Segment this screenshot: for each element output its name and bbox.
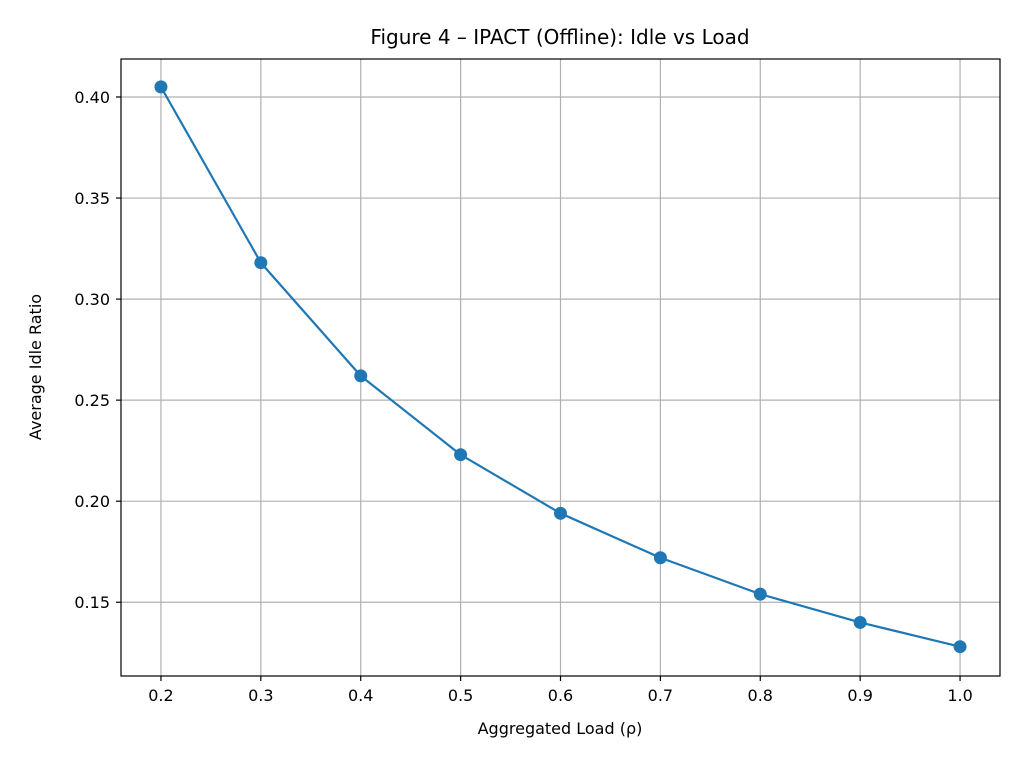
data-point [354,369,368,383]
x-tick-label: 1.0 [947,686,972,705]
x-tick-label: 0.2 [148,686,173,705]
x-tick-label: 0.3 [248,686,273,705]
x-axis-label: Aggregated Load (ρ) [478,719,643,738]
data-point [853,615,867,629]
x-tick-label: 0.8 [748,686,773,705]
series-layer [154,80,967,654]
y-tick-label: 0.20 [74,492,110,511]
y-axis-ticks: 0.15 0.20 0.25 0.30 0.35 0.40 [74,88,121,612]
x-tick-label: 0.7 [648,686,673,705]
data-point [953,640,967,654]
chart-title: Figure 4 – IPACT (Offline): Idle vs Load [370,25,749,49]
x-tick-label: 0.4 [348,686,373,705]
data-point [254,256,268,270]
data-point [554,506,567,520]
data-point [154,80,168,94]
x-tick-label: 0.9 [847,686,872,705]
y-tick-label: 0.15 [74,593,110,612]
data-point [653,551,667,565]
x-tick-label: 0.6 [548,686,573,705]
x-tick-label: 0.5 [448,686,473,705]
x-axis-ticks: 0.2 0.3 0.4 0.5 0.6 0.7 0.8 0.9 1.0 [148,676,973,705]
y-tick-label: 0.40 [74,88,110,107]
y-axis-label: Average Idle Ratio [26,294,45,440]
data-point [454,448,468,462]
y-tick-label: 0.25 [74,391,110,410]
grid-lines [121,59,1000,676]
y-tick-label: 0.30 [74,290,110,309]
y-tick-label: 0.35 [74,189,110,208]
data-point [753,587,767,601]
